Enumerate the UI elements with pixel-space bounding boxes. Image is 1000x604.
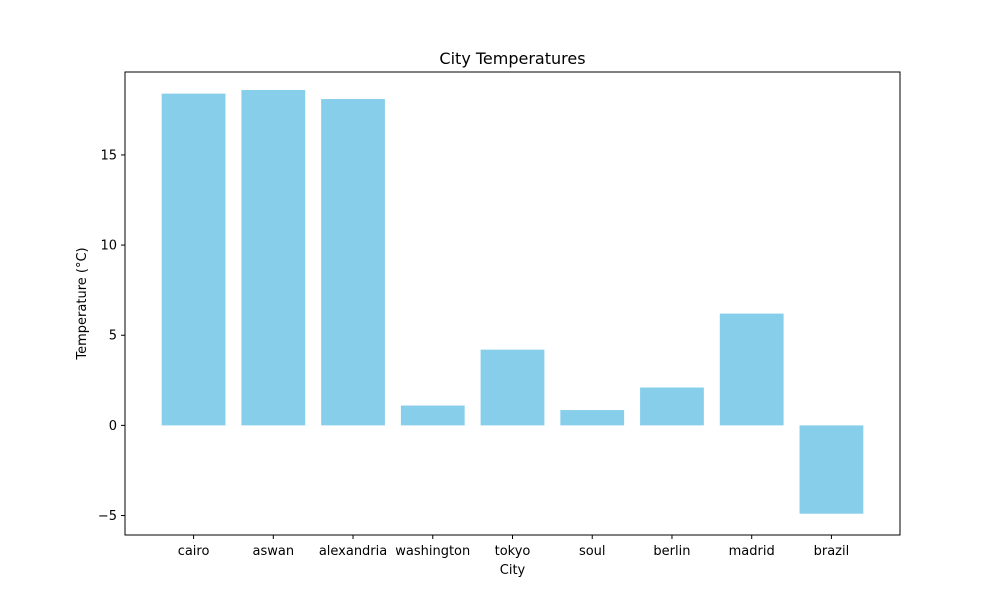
bar-alexandria [321, 99, 385, 426]
bars-group [161, 90, 864, 514]
y-tick-label: 0 [109, 419, 117, 434]
y-tick-label: −5 [98, 509, 117, 524]
x-axis-label: City [500, 563, 526, 578]
x-tick-label: madrid [729, 544, 775, 559]
y-tick-label: 10 [100, 239, 117, 254]
x-tick-label: soul [579, 544, 606, 559]
y-axis: −5 0 5 10 15 [98, 148, 125, 524]
y-tick-label: 5 [109, 329, 117, 344]
x-tick-label: berlin [653, 544, 690, 559]
bar-tokyo [480, 349, 545, 426]
bar-soul [560, 410, 625, 426]
y-tick-label: 15 [100, 148, 117, 163]
chart-title: City Temperatures [439, 49, 585, 68]
bar-washington [400, 405, 465, 426]
x-tick-label: aswan [253, 544, 295, 559]
x-tick-label: washington [395, 544, 470, 559]
bar-cairo [161, 93, 226, 426]
x-axis: cairo aswan alexandria washington tokyo soul b… [178, 535, 850, 559]
bar-aswan [241, 90, 306, 426]
x-tick-label: brazil [814, 544, 850, 559]
bar-brazil [799, 425, 864, 514]
x-tick-label: alexandria [319, 544, 387, 559]
x-tick-label: tokyo [495, 544, 531, 559]
bar-madrid [719, 313, 784, 426]
x-tick-label: cairo [178, 544, 210, 559]
bar-berlin [640, 387, 704, 426]
y-axis-label: Temperature (°C) [75, 247, 90, 360]
